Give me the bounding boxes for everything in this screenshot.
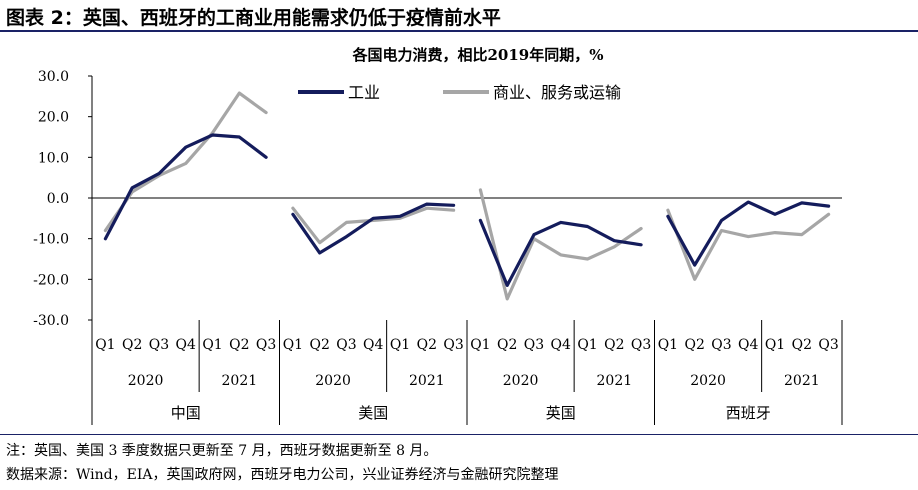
y-axis: 30.0 20.0 10.0 0.0 -10.0 -20.0 -30.0 xyxy=(33,69,842,425)
series-line xyxy=(291,202,456,255)
source-note: 数据来源：Wind，EIA，英国政府网，西班牙电力公司，兴业证券经济与金融研究院… xyxy=(6,467,559,483)
quarter-label: Q1 xyxy=(470,337,490,353)
y-tick-label: 10.0 xyxy=(38,150,69,166)
series-line xyxy=(103,91,268,233)
y-tick-label: 20.0 xyxy=(38,110,69,126)
quarter-label: Q4 xyxy=(176,337,196,353)
chart-title: 各国电力消费，相比2019年同期，% xyxy=(351,46,603,64)
quarter-label: Q3 xyxy=(524,337,544,353)
quarter-label: Q1 xyxy=(390,337,410,353)
year-label: 2020 xyxy=(690,373,726,389)
year-label: 2021 xyxy=(222,373,258,389)
x-axis: Q1 Q2 Q3 Q4 Q1 Q2 Q3 2020 2021 中国 Q1 Q2 Q3 Q4 Q1 Q2 Q3 20… xyxy=(91,320,843,425)
year-label: 2021 xyxy=(784,373,820,389)
quarter-label: Q1 xyxy=(765,337,785,353)
group-label: 西班牙 xyxy=(726,404,771,422)
year-label: 2020 xyxy=(503,373,539,389)
year-label: 2020 xyxy=(128,373,164,389)
quarter-label: Q3 xyxy=(631,337,651,353)
quarter-label: Q3 xyxy=(149,337,169,353)
title-rule xyxy=(0,30,918,32)
group-label: 英国 xyxy=(546,404,576,422)
quarter-label: Q2 xyxy=(497,337,517,353)
quarter-label: Q2 xyxy=(684,337,704,353)
quarter-label: Q2 xyxy=(604,337,624,353)
series-line xyxy=(666,200,831,267)
line-chart: 各国电力消费，相比2019年同期，% 30.0 20.0 10.0 0.0 -10.0 -… xyxy=(33,46,843,425)
legend-label: 商业、服务或运输 xyxy=(493,83,621,102)
y-tick-label: -30.0 xyxy=(33,313,69,329)
y-tick-label: 30.0 xyxy=(38,69,69,85)
quarter-label: Q4 xyxy=(738,337,758,353)
quarter-label: Q2 xyxy=(122,337,142,353)
year-label: 2021 xyxy=(409,373,445,389)
quarter-label: Q2 xyxy=(417,337,437,353)
y-tick-label: -10.0 xyxy=(33,232,69,248)
quarter-label: Q1 xyxy=(283,337,303,353)
group-label: 中国 xyxy=(171,404,201,422)
series-line xyxy=(291,206,456,245)
quarter-label: Q4 xyxy=(551,337,571,353)
legend-label: 工业 xyxy=(348,83,380,102)
quarter-label: Q3 xyxy=(336,337,356,353)
footnote: 注：英国、美国 3 季度数据只更新至 7 月，西班牙数据更新至 8 月。 xyxy=(6,443,438,459)
y-tick-label: 0.0 xyxy=(47,191,69,207)
quarter-label: Q3 xyxy=(256,337,276,353)
quarter-label: Q4 xyxy=(363,337,383,353)
year-label: 2021 xyxy=(597,373,633,389)
quarter-label: Q2 xyxy=(229,337,249,353)
quarter-label: Q1 xyxy=(95,337,115,353)
series-line xyxy=(103,133,268,241)
quarter-label: Q1 xyxy=(658,337,678,353)
footer-rule xyxy=(0,434,918,435)
quarter-label: Q3 xyxy=(711,337,731,353)
quarter-label: Q3 xyxy=(818,337,838,353)
series-line xyxy=(478,188,643,301)
legend: 工业 商业、服务或运输 xyxy=(298,83,621,102)
year-label: 2020 xyxy=(315,373,351,389)
series-line xyxy=(478,218,643,287)
series-line xyxy=(666,208,831,281)
series-layer xyxy=(103,91,831,301)
y-tick-label: -20.0 xyxy=(33,272,69,288)
figure-title: 图表 2：英国、西班牙的工商业用能需求仍低于疫情前水平 xyxy=(6,7,501,29)
group-label: 美国 xyxy=(358,404,388,422)
quarter-label: Q1 xyxy=(202,337,222,353)
quarter-label: Q2 xyxy=(792,337,812,353)
quarter-label: Q2 xyxy=(309,337,329,353)
quarter-label: Q1 xyxy=(577,337,597,353)
quarter-label: Q3 xyxy=(443,337,463,353)
